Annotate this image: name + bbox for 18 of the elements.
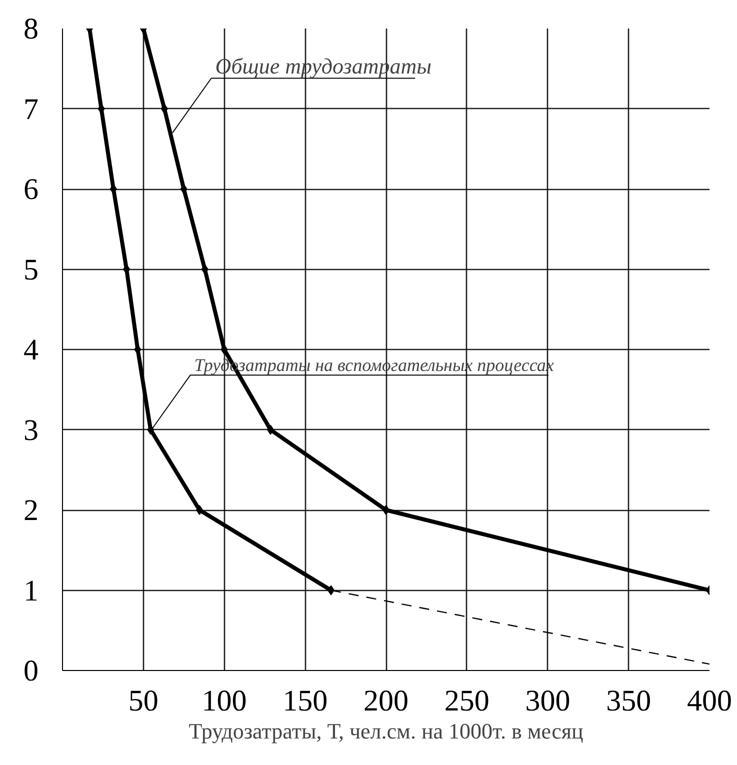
x-tick-label: 100 bbox=[202, 684, 247, 718]
x-tick-label: 50 bbox=[128, 684, 158, 718]
y-tick-label: 2 bbox=[24, 494, 38, 527]
y-tick-label: 0 bbox=[24, 654, 38, 688]
x-tick-label: 350 bbox=[606, 684, 652, 718]
x-axis-title: Трудозатраты, Т, чел.см. на 1000т. в месяц bbox=[188, 718, 584, 744]
y-tick-label: 6 bbox=[24, 173, 38, 206]
y-tick-label: 1 bbox=[24, 574, 38, 608]
y-tick-label: 3 bbox=[24, 414, 38, 447]
y-tick-label: 7 bbox=[24, 92, 38, 126]
y-tick-label: 4 bbox=[24, 334, 38, 366]
x-tick-label: 250 bbox=[444, 684, 490, 718]
x-tick-label: 200 bbox=[364, 684, 408, 718]
y-tick-label: 8 bbox=[24, 12, 38, 46]
x-tick-label: 150 bbox=[282, 684, 328, 718]
x-tick-label: 300 bbox=[525, 684, 570, 718]
x-tick-label: 400 bbox=[687, 684, 732, 718]
y-tick-label: 5 bbox=[24, 253, 38, 286]
